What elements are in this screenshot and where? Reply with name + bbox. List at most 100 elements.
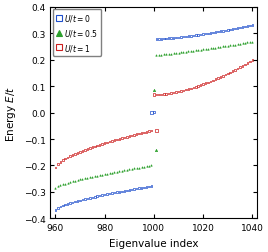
Point [127,168,131,172]
Point [139,166,144,170]
Point [105,192,109,196]
Point [218,76,222,80]
Point [70,201,75,205]
Point [115,138,119,142]
Point [233,27,237,32]
Point [130,134,134,138]
Point [191,34,195,38]
Point [159,38,163,42]
Point [206,32,210,36]
Point [83,148,87,152]
Point [211,31,215,35]
Y-axis label: Energy $E/t$: Energy $E/t$ [4,85,18,141]
Point [162,93,166,97]
Point [132,167,136,171]
Point [166,92,171,96]
Legend: $U/t = 0$, $U/t = 0.5$, $U/t = 1$: $U/t = 0$, $U/t = 0.5$, $U/t = 1$ [53,10,101,56]
X-axis label: Eigenvalue index: Eigenvalue index [109,238,199,248]
Point [152,111,156,115]
Point [162,53,166,57]
Point [63,203,67,207]
Point [164,53,168,57]
Point [137,166,141,170]
Point [63,182,67,186]
Point [196,49,200,53]
Point [245,41,250,45]
Point [105,141,109,145]
Point [213,31,218,35]
Point [174,36,178,40]
Point [203,33,208,37]
Point [78,178,82,182]
Point [95,174,99,178]
Point [93,195,97,199]
Point [250,24,255,28]
Point [127,135,131,139]
Point [90,175,95,179]
Point [68,154,72,159]
Point [209,80,213,84]
Point [135,187,139,191]
Point [142,131,146,135]
Point [53,186,58,190]
Point [184,35,188,39]
Point [132,187,136,191]
Point [112,139,117,143]
Point [248,25,252,29]
Point [70,180,75,184]
Point [181,36,186,40]
Point [238,26,242,30]
Point [169,92,173,96]
Point [179,90,183,94]
Point [53,208,58,212]
Point [125,168,129,172]
Point [157,93,161,97]
Point [176,90,181,94]
Point [228,44,232,48]
Point [102,193,107,197]
Point [107,140,112,144]
Point [58,160,62,164]
Point [105,172,109,176]
Point [68,201,72,205]
Point [157,38,161,42]
Point [80,177,85,181]
Point [199,49,203,53]
Point [139,132,144,136]
Point [142,165,146,169]
Point [93,174,97,178]
Point [137,132,141,136]
Point [233,43,237,47]
Point [186,35,191,39]
Point [154,38,158,42]
Point [189,50,193,54]
Point [56,184,60,188]
Point [223,73,228,77]
Point [154,129,158,133]
Point [73,152,77,156]
Point [221,45,225,49]
Point [68,180,72,184]
Point [88,196,92,200]
Point [144,130,149,134]
Point [213,46,218,50]
Point [117,137,122,141]
Point [117,169,122,173]
Point [169,52,173,56]
Point [115,191,119,195]
Point [152,89,156,93]
Point [120,169,124,173]
Point [80,198,85,202]
Point [228,71,232,75]
Point [125,135,129,139]
Point [110,139,114,143]
Point [236,27,240,31]
Point [85,147,90,151]
Point [201,83,205,87]
Point [189,35,193,39]
Point [63,157,67,161]
Point [120,137,124,141]
Point [169,37,173,41]
Point [186,88,191,92]
Point [203,82,208,86]
